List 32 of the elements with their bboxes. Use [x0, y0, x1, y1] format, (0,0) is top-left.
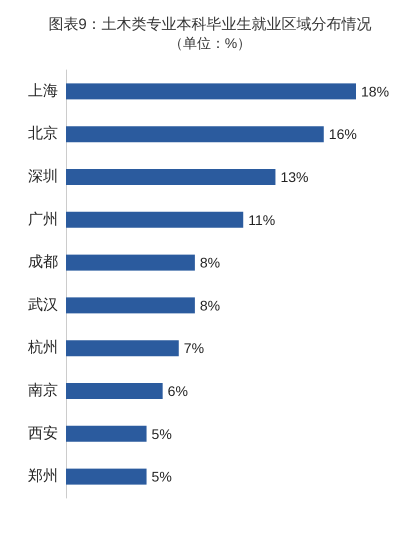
data-label: 6%: [168, 383, 188, 399]
y-tick-label: 西安: [28, 424, 58, 442]
data-label: 16%: [328, 126, 357, 142]
bar: [66, 126, 324, 142]
y-tick-label: 深圳: [28, 168, 58, 185]
bar: [66, 83, 356, 100]
bar: [66, 468, 147, 485]
bar: [66, 383, 163, 399]
data-label: 7%: [184, 340, 204, 356]
bar: [66, 212, 244, 228]
data-label: 5%: [152, 468, 172, 485]
y-tick-label: 南京: [28, 382, 58, 399]
y-tick-label: 广州: [28, 210, 58, 228]
y-tick-label: 武汉: [28, 296, 58, 314]
y-tick-label: 郑州: [28, 468, 58, 485]
bar: [66, 169, 276, 185]
y-tick-label: 北京: [28, 125, 58, 142]
data-label: 8%: [200, 297, 220, 314]
y-tick-label: 成都: [28, 254, 58, 271]
data-label: 11%: [248, 212, 276, 228]
data-label: 13%: [280, 169, 308, 185]
data-label: 8%: [200, 254, 220, 271]
chart-title: 图表9：土木类专业本科毕业生就业区域分布情况: [48, 16, 372, 33]
bar: [66, 340, 179, 356]
bar: [66, 254, 195, 271]
data-label: 5%: [152, 426, 172, 442]
chart-subtitle: （单位：%）: [168, 35, 252, 51]
bar: [66, 426, 147, 442]
data-label: 18%: [361, 83, 390, 100]
bar: [66, 297, 195, 314]
y-tick-label: 上海: [28, 82, 58, 100]
y-tick-label: 杭州: [27, 339, 58, 356]
